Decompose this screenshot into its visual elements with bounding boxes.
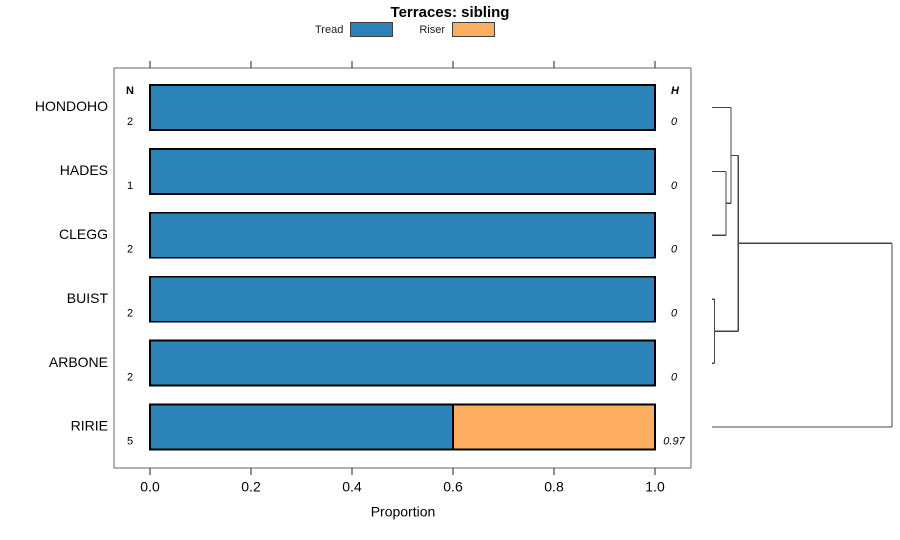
h-value: 0	[671, 308, 678, 320]
chart-title: Terraces: sibling	[390, 4, 510, 21]
n-value: 5	[127, 435, 133, 447]
h-value: 0	[671, 372, 678, 384]
legend-item-riser: Riser	[419, 22, 495, 37]
x-tick-label: 0.0	[140, 479, 160, 495]
legend-swatch-tread-icon	[350, 22, 394, 37]
n-value: 1	[127, 180, 133, 192]
y-category-label: RIRIE	[71, 418, 108, 434]
bar-segment-hades-tread	[149, 147, 656, 195]
y-category-label: ARBONE	[49, 354, 108, 370]
x-tick-label: 0.6	[443, 479, 463, 495]
x-tick-label: 0.4	[342, 479, 362, 495]
bar-segment-hondoho-tread	[149, 84, 656, 131]
h-column-header: H	[671, 85, 680, 97]
h-value: 0	[671, 116, 678, 128]
y-category-label: HADES	[60, 162, 108, 178]
y-category-label: BUIST	[67, 290, 109, 306]
legend-item-tread: Tread	[315, 22, 394, 37]
legend-label-riser: Riser	[419, 23, 445, 36]
bar-segment-clegg-tread	[149, 211, 656, 259]
h-value: 0	[671, 180, 678, 192]
n-value: 2	[127, 244, 133, 256]
x-tick-label: 0.2	[241, 479, 261, 495]
bar-segment-ririe-tread	[149, 403, 454, 451]
plot-box	[113, 67, 692, 469]
bar-segment-buist-tread	[149, 275, 656, 323]
h-value: 0.97	[663, 435, 685, 447]
x-axis-title: Proportion	[371, 504, 436, 520]
y-category-label: HONDOHO	[35, 98, 108, 114]
y-category-label: CLEGG	[59, 226, 108, 242]
n-value: 2	[127, 116, 133, 128]
x-tick-label: 0.8	[544, 479, 564, 495]
bar-segment-ririe-riser	[452, 403, 656, 451]
n-value: 2	[127, 372, 133, 384]
x-tick-label: 1.0	[645, 479, 665, 495]
legend: Tread Riser	[0, 22, 810, 37]
legend-label-tread: Tread	[315, 23, 344, 36]
bar-segment-arbone-tread	[149, 339, 656, 387]
n-value: 2	[127, 308, 133, 320]
n-column-header: N	[126, 85, 134, 97]
h-value: 0	[671, 244, 678, 256]
legend-swatch-riser-icon	[452, 22, 495, 37]
